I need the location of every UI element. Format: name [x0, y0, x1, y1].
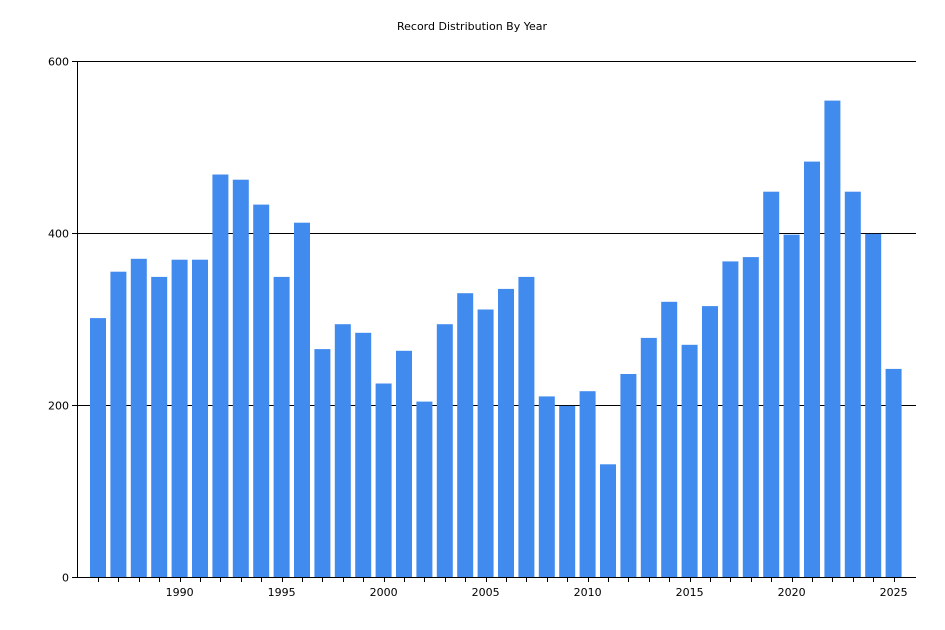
bar-2010: [579, 391, 596, 577]
bar-2003: [436, 324, 453, 577]
bar-2009: [559, 405, 576, 577]
y-tick-label: 0: [62, 572, 69, 585]
bar-2004: [457, 293, 474, 577]
bar-2022: [824, 100, 841, 577]
bar-2011: [600, 464, 616, 577]
x-axis-ticks: 1990 1995 2000 2005 2010 2015 2020 2025: [98, 577, 908, 599]
bar-1994: [253, 204, 270, 577]
bar-2021: [804, 161, 820, 577]
bar-1986: [90, 318, 106, 577]
bar-2025: [885, 368, 902, 577]
bar-2008: [538, 396, 555, 577]
x-tick-label: 1995: [268, 586, 296, 599]
bar-2000: [375, 383, 392, 577]
bar-2017: [722, 261, 739, 577]
bar-1998: [334, 324, 351, 577]
x-tick-label: 2000: [370, 586, 398, 599]
bar-2019: [763, 191, 780, 577]
bar-2014: [661, 301, 678, 577]
bar-2018: [742, 257, 759, 577]
bar-2007: [518, 276, 535, 577]
bar-2002: [416, 401, 433, 577]
bar-2023: [844, 191, 861, 577]
bars: [90, 100, 902, 577]
bar-2024: [865, 233, 882, 577]
bar-2020: [783, 234, 800, 577]
bar-2015: [681, 344, 698, 577]
x-tick-label: 2010: [574, 586, 602, 599]
bar-2006: [498, 288, 514, 577]
y-tick-label: 200: [48, 400, 69, 413]
bar-2013: [640, 337, 657, 577]
bar-1989: [151, 276, 168, 577]
axes: [77, 61, 916, 578]
y-tick-label: 600: [48, 56, 69, 69]
x-tick-label: 2005: [472, 586, 500, 599]
bar-2012: [620, 374, 637, 577]
bar-2016: [702, 306, 718, 577]
y-tick-label: 400: [48, 228, 69, 241]
bar-1999: [355, 332, 372, 577]
bar-2001: [396, 350, 412, 577]
x-tick-label: 2025: [880, 586, 908, 599]
bar-2005: [477, 309, 494, 577]
bar-1996: [294, 222, 310, 577]
bar-1987: [110, 271, 127, 577]
bar-1990: [171, 259, 188, 577]
chart-title: Record Distribution By Year: [397, 20, 547, 33]
bar-1988: [130, 258, 147, 577]
bar-1992: [212, 174, 229, 577]
bar-1997: [314, 349, 331, 577]
x-tick-label: 2020: [778, 586, 806, 599]
bar-1995: [273, 276, 290, 577]
bar-1991: [192, 259, 208, 577]
x-tick-label: 1990: [166, 586, 194, 599]
y-axis-ticks: 0 200 400 600: [48, 56, 77, 585]
x-tick-label: 2015: [676, 586, 704, 599]
bar-1993: [232, 179, 249, 577]
